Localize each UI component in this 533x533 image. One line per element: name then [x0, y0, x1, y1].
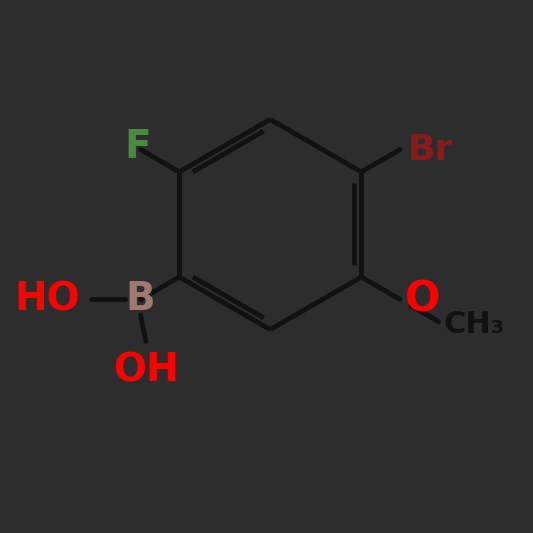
Text: O: O: [405, 278, 441, 320]
Text: B: B: [126, 280, 156, 318]
Text: HO: HO: [14, 280, 80, 318]
Text: Br: Br: [408, 133, 453, 167]
Text: OH: OH: [113, 352, 179, 390]
Text: CH₃: CH₃: [444, 310, 505, 339]
Text: F: F: [125, 128, 151, 166]
